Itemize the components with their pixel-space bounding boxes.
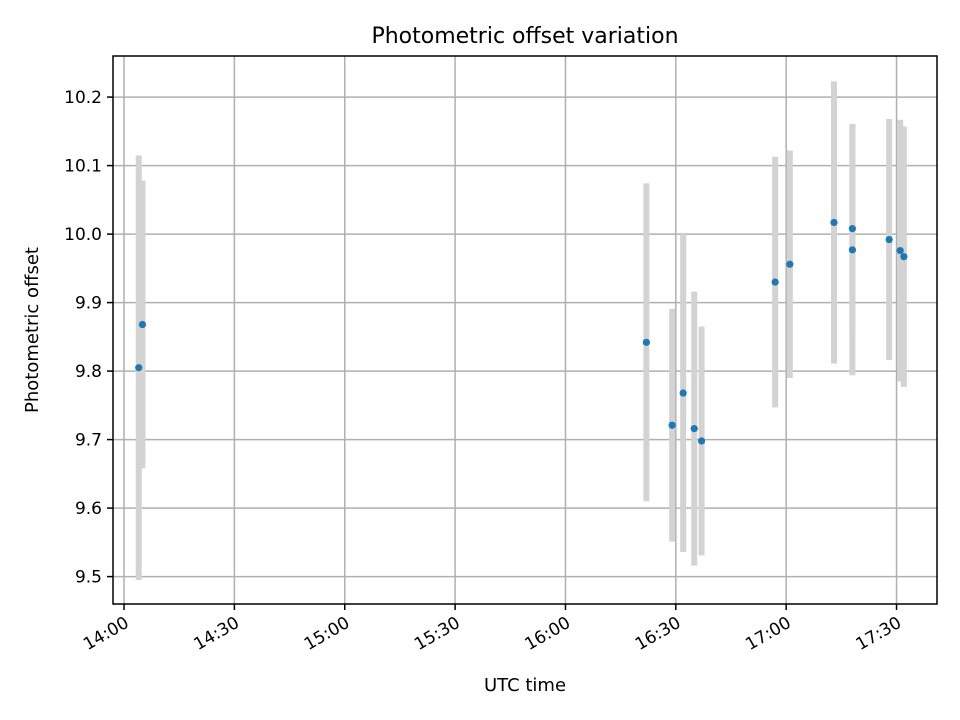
- data-points: [135, 218, 908, 445]
- y-tick-label: 9.7: [75, 431, 102, 451]
- x-tick-label: 15:00: [301, 613, 353, 655]
- y-tick-label: 9.9: [75, 294, 102, 314]
- data-point: [138, 320, 147, 329]
- data-point: [900, 253, 908, 261]
- y-tick-label: 10.0: [64, 225, 102, 245]
- data-point: [690, 425, 698, 433]
- data-point: [885, 235, 893, 244]
- data-point: [786, 260, 794, 268]
- x-tick-label: 14:00: [80, 613, 132, 655]
- x-tick-label: 15:30: [411, 613, 463, 655]
- grid: [113, 56, 937, 604]
- error-bars: [135, 81, 907, 581]
- x-axis-label: UTC time: [484, 675, 566, 696]
- y-tick-label: 9.5: [75, 568, 102, 588]
- x-tick-label: 14:30: [190, 613, 242, 655]
- x-tick-label: 17:30: [853, 613, 905, 655]
- x-tick-label: 16:00: [522, 613, 574, 655]
- y-tick-label: 9.6: [75, 499, 102, 519]
- y-tick-label: 10.2: [64, 88, 102, 108]
- data-point: [668, 421, 676, 429]
- x-tick-label: 16:30: [632, 613, 684, 655]
- y-axis-label: Photometric offset: [22, 247, 43, 413]
- data-point: [697, 437, 706, 445]
- plot-frame: [112, 55, 938, 605]
- data-point: [642, 338, 650, 346]
- data-point: [848, 246, 856, 254]
- chart-title: Photometric offset variation: [371, 24, 678, 49]
- data-point: [135, 364, 143, 372]
- x-tick-label: 17:00: [742, 613, 794, 655]
- data-point: [830, 218, 838, 227]
- y-tick-label: 10.1: [64, 157, 102, 177]
- y-tick-label: 9.8: [75, 362, 102, 382]
- data-point: [848, 225, 856, 233]
- data-point: [679, 389, 687, 397]
- data-point: [896, 246, 904, 255]
- data-point: [771, 278, 779, 286]
